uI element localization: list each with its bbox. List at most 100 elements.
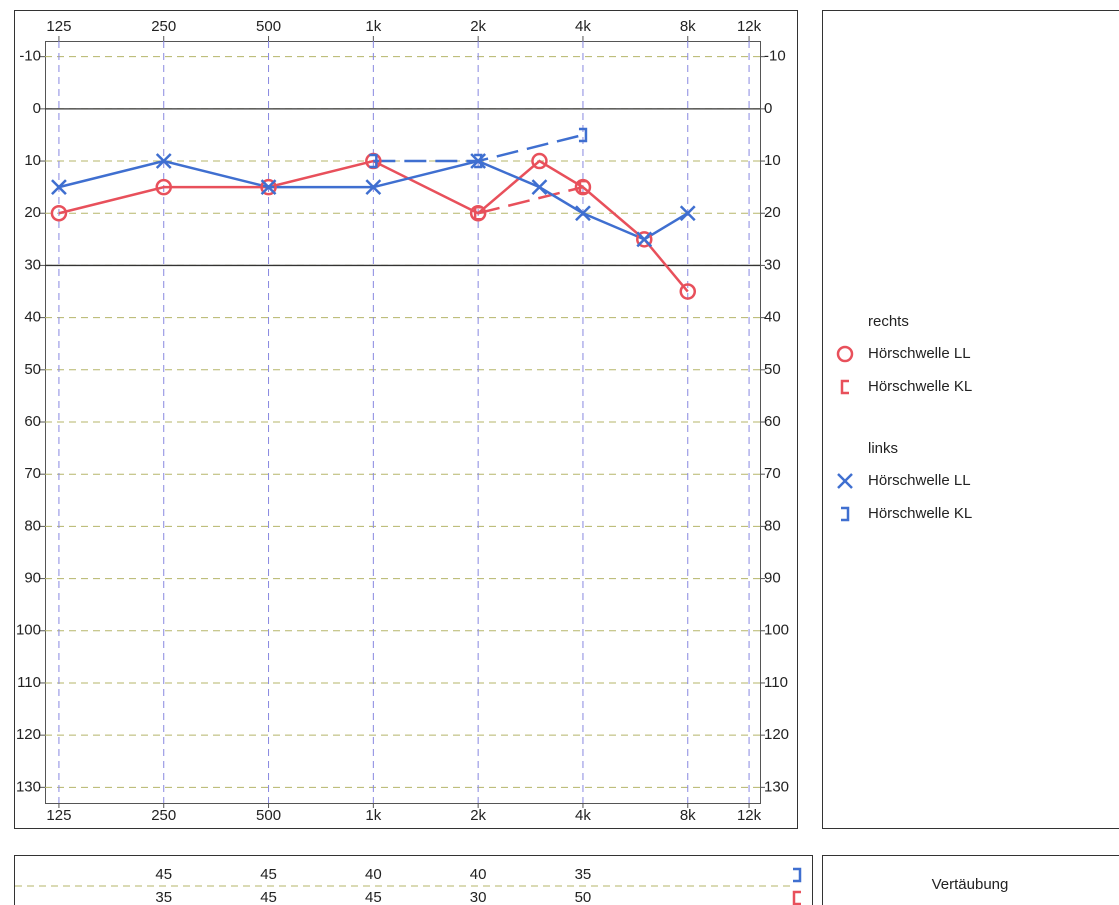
x-tick-label: 500 bbox=[256, 807, 281, 824]
x-tick-label: 1k bbox=[365, 18, 381, 35]
marker-stroke bbox=[260, 179, 277, 196]
marker bbox=[260, 179, 277, 196]
x-tick-label: 1k bbox=[365, 807, 381, 824]
marker bbox=[260, 178, 277, 196]
y-tick-label: 80 bbox=[24, 517, 41, 534]
y-tick-label: 120 bbox=[16, 726, 41, 743]
marker-stroke bbox=[837, 473, 853, 489]
y-tick-label: 90 bbox=[24, 570, 41, 587]
table-cell: 45 bbox=[155, 866, 172, 883]
x-tick-label: 125 bbox=[46, 18, 71, 35]
marker bbox=[470, 153, 487, 169]
y-tick-label: 80 bbox=[764, 517, 781, 534]
marker-stroke bbox=[51, 179, 67, 196]
marker-bracket bbox=[578, 127, 588, 143]
y-tick-label: 120 bbox=[764, 726, 789, 743]
marker bbox=[578, 179, 587, 195]
y-tick-label: 100 bbox=[764, 622, 789, 639]
marker bbox=[155, 153, 172, 169]
marker-circle bbox=[260, 178, 277, 196]
marker-circle bbox=[636, 231, 653, 248]
y-tick-label: 60 bbox=[764, 413, 781, 430]
marker bbox=[50, 204, 68, 222]
x-tick-label: 8k bbox=[680, 807, 696, 824]
marker-stroke bbox=[679, 205, 696, 222]
masking-title-panel bbox=[822, 855, 1119, 905]
y-tick-label: 100 bbox=[16, 622, 41, 639]
table-cell: 40 bbox=[470, 866, 487, 883]
x-tick-label: 125 bbox=[46, 807, 71, 824]
x-tick-label: 4k bbox=[575, 18, 591, 35]
y-tick-label: 130 bbox=[764, 778, 789, 795]
y-tick-label: 40 bbox=[24, 309, 41, 326]
y-tick-label: 10 bbox=[24, 152, 41, 169]
marker-bracket bbox=[793, 867, 802, 883]
chart-frame bbox=[14, 10, 798, 829]
marker-circle bbox=[531, 152, 548, 170]
marker-stroke bbox=[636, 231, 653, 248]
y-tick-label: 20 bbox=[24, 204, 41, 221]
legend-marker bbox=[840, 379, 849, 395]
y-tick-label: 50 bbox=[24, 361, 41, 378]
marker-stroke bbox=[155, 153, 172, 169]
y-tick-label: 40 bbox=[764, 309, 781, 326]
marker bbox=[369, 153, 378, 169]
y-tick-label: 0 bbox=[764, 100, 772, 117]
table-row-marker bbox=[793, 867, 802, 883]
marker bbox=[473, 205, 483, 221]
legend-panel bbox=[822, 10, 1119, 829]
masking-table-frame bbox=[14, 855, 813, 905]
y-tick-label: 20 bbox=[764, 204, 781, 221]
marker bbox=[578, 127, 588, 143]
table-cell: 30 bbox=[470, 889, 487, 905]
marker-bracket bbox=[792, 890, 801, 905]
y-tick-label: 70 bbox=[24, 465, 41, 482]
y-tick-label: 0 bbox=[33, 100, 41, 117]
y-tick-label: 90 bbox=[764, 570, 781, 587]
y-tick-label: 50 bbox=[764, 361, 781, 378]
marker-circle bbox=[155, 178, 172, 196]
legend-marker bbox=[837, 473, 853, 489]
table-cell: 35 bbox=[575, 866, 592, 883]
table-cell: 50 bbox=[575, 889, 592, 905]
x-tick-label: 4k bbox=[575, 807, 591, 824]
table-cell: 40 bbox=[365, 866, 382, 883]
marker-bracket bbox=[474, 153, 483, 169]
table-cell: 45 bbox=[260, 889, 277, 905]
marker-circle bbox=[679, 283, 697, 300]
legend-marker bbox=[841, 506, 850, 522]
marker bbox=[531, 152, 548, 170]
y-tick-label: 30 bbox=[764, 256, 781, 273]
legend-label: Hörschwelle LL bbox=[868, 345, 971, 362]
x-tick-label: 12k bbox=[737, 807, 762, 824]
marker bbox=[679, 205, 696, 222]
legend-label: Hörschwelle LL bbox=[868, 472, 971, 489]
y-tick-label: -10 bbox=[764, 48, 786, 65]
marker bbox=[531, 179, 548, 196]
marker-bracket bbox=[840, 379, 849, 395]
marker bbox=[155, 178, 172, 196]
marker-circle bbox=[836, 345, 854, 363]
marker-stroke bbox=[531, 179, 548, 196]
table-cell: 45 bbox=[365, 889, 382, 905]
masking-title: Vertäubung bbox=[932, 876, 1009, 893]
y-tick-label: -10 bbox=[19, 48, 41, 65]
y-tick-label: 110 bbox=[764, 674, 788, 691]
x-tick-label: 2k bbox=[470, 18, 486, 35]
legend-marker bbox=[836, 345, 854, 363]
y-tick-label: 70 bbox=[764, 465, 781, 482]
table-cell: 35 bbox=[155, 889, 172, 905]
x-tick-label: 250 bbox=[151, 18, 176, 35]
marker bbox=[679, 283, 697, 300]
x-tick-label: 250 bbox=[151, 807, 176, 824]
marker bbox=[575, 205, 591, 222]
marker-stroke bbox=[470, 153, 487, 169]
y-tick-label: 60 bbox=[24, 413, 41, 430]
legend-label: Hörschwelle KL bbox=[868, 378, 972, 395]
x-tick-label: 12k bbox=[737, 18, 762, 35]
y-tick-label: 30 bbox=[24, 256, 41, 273]
plot-area bbox=[45, 41, 761, 804]
marker bbox=[636, 231, 653, 248]
x-tick-label: 500 bbox=[256, 18, 281, 35]
x-tick-label: 8k bbox=[680, 18, 696, 35]
